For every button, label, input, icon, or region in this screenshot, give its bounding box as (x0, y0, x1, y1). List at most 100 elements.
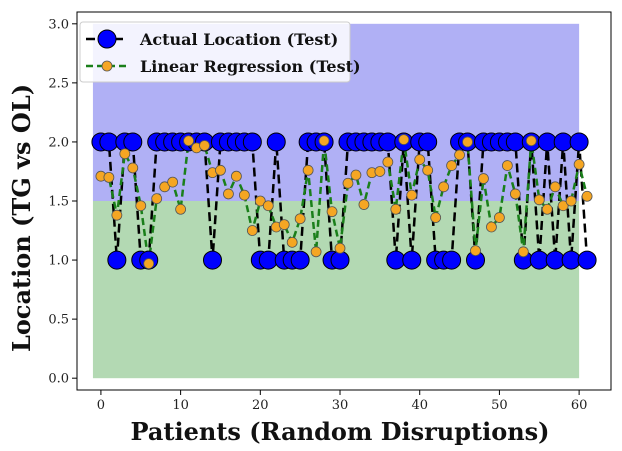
series-0-point (266, 132, 286, 152)
series-0-point (386, 250, 406, 270)
series-1-point (581, 190, 593, 202)
series-0-point (402, 250, 422, 270)
series-1-point (517, 246, 529, 258)
x-tick-label: 40 (411, 398, 428, 413)
series-0-point (99, 132, 119, 152)
series-0-point (107, 250, 127, 270)
series-0-point (202, 250, 222, 270)
series-0-point (505, 132, 525, 152)
series-1-point (422, 164, 434, 176)
series-0-point (529, 250, 549, 270)
series-1-point (262, 200, 274, 212)
series-1-point (175, 203, 187, 215)
series-0-point (258, 250, 278, 270)
series-1-point (494, 212, 505, 223)
series-0-point (378, 132, 398, 152)
series-1-point (390, 203, 402, 215)
series-1-point (573, 158, 585, 170)
series-1-point (183, 135, 194, 147)
x-axis-ticks: 0 10 20 30 40 50 60 (97, 390, 588, 413)
series-0-point (577, 250, 597, 270)
series-1-point (167, 176, 179, 188)
series-1-point (478, 173, 489, 184)
x-tick-label: 60 (571, 398, 588, 413)
series-1-point (215, 164, 226, 176)
series-1-point (374, 166, 386, 177)
x-axis-title: Patients (Random Disruptions) (130, 417, 549, 446)
series-1-point (294, 213, 306, 225)
series-1-point (223, 188, 234, 200)
legend-actual-label: Actual Location (Test) (139, 30, 338, 49)
series-0-point (418, 132, 438, 152)
series-1-point (358, 199, 370, 210)
series-1-point (462, 136, 473, 148)
series-1-point (430, 212, 442, 223)
series-1-point (326, 206, 338, 218)
series-1-line (100, 137, 589, 264)
x-tick-label: 50 (491, 398, 508, 413)
series-0-point (553, 132, 573, 152)
x-tick-label: 30 (332, 398, 349, 413)
series-1-point (525, 135, 537, 147)
y-tick-label: 1.5 (48, 195, 69, 210)
series-1-point (549, 181, 561, 193)
series-1-point (103, 171, 115, 183)
y-tick-label: 0.0 (48, 372, 69, 387)
series-0-point (569, 132, 589, 152)
series-1-point (119, 148, 131, 160)
series-1-point (278, 219, 290, 231)
legend-regression-marker (101, 60, 113, 72)
legend: Actual Location (Test) Linear Regression… (79, 21, 361, 83)
x-tick-label: 10 (172, 398, 189, 413)
series-1-point (533, 194, 545, 206)
series-1-point (398, 134, 410, 145)
series-1-point (238, 189, 250, 201)
series-1-point (310, 246, 322, 258)
series-1-point (406, 189, 418, 201)
series-0-point (123, 132, 143, 152)
legend-regression-label: Linear Regression (Test) (140, 57, 361, 76)
series-1-point (382, 156, 394, 168)
y-tick-label: 1.0 (48, 254, 69, 269)
series-0-point (561, 250, 581, 270)
series-0-point (537, 132, 557, 152)
legend-actual-marker (97, 29, 117, 49)
series-1-point (446, 160, 457, 171)
series-1-point (286, 236, 298, 248)
x-tick-label: 0 (97, 398, 105, 413)
series-1-point (565, 195, 577, 207)
y-tick-label: 3.0 (48, 17, 69, 32)
series-1-point (159, 181, 171, 193)
series-1-point (199, 140, 210, 151)
series-1-point (334, 242, 346, 254)
y-axis-title: Location (TG vs OL) (7, 84, 36, 352)
series-1-point (501, 160, 513, 171)
series-1-point (541, 203, 553, 215)
series-1-point (143, 258, 155, 270)
series-1-point (254, 195, 266, 207)
series-layer (91, 132, 597, 270)
series-0-point (290, 250, 310, 270)
x-tick-label: 20 (252, 398, 269, 413)
series-1-point (414, 154, 426, 166)
legend-box (79, 21, 351, 83)
series-0-point (330, 250, 350, 270)
series-1-point (302, 164, 314, 176)
series-1-point (486, 221, 497, 233)
band-0 (92, 201, 580, 379)
series-0-point (242, 132, 262, 152)
series-1-point (111, 209, 123, 221)
series-1-point (342, 177, 354, 189)
series-1-point (246, 225, 258, 236)
series-1-point (557, 200, 569, 212)
series-1-point (509, 188, 521, 200)
y-tick-label: 2.0 (48, 135, 69, 150)
series-1-point (135, 200, 147, 212)
series-1-point (127, 162, 139, 174)
series-1-point (470, 245, 481, 257)
series-1-point (318, 135, 330, 147)
series-0-point (442, 250, 462, 270)
y-tick-label: 0.5 (48, 313, 69, 328)
series-1-point (438, 181, 450, 193)
